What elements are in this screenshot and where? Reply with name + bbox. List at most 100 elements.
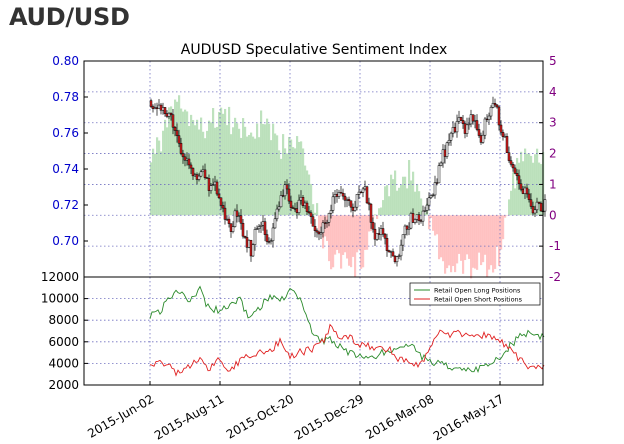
price-candle xyxy=(251,244,255,257)
price-candle xyxy=(157,104,161,109)
price-candle xyxy=(283,184,287,197)
price-candle xyxy=(357,191,361,195)
price-candle xyxy=(375,233,379,240)
price-candle xyxy=(531,206,535,214)
price-candle xyxy=(349,200,353,208)
sentiment-bar xyxy=(454,215,457,273)
price-candle xyxy=(241,222,245,237)
price-candle xyxy=(193,174,197,177)
left-axis-tick-label: 0.76 xyxy=(52,126,79,140)
price-candle xyxy=(355,194,359,208)
sentiment-bar xyxy=(436,215,439,235)
price-candle xyxy=(329,210,333,214)
price-candle xyxy=(345,199,349,201)
price-candle xyxy=(453,127,457,133)
price-candle xyxy=(361,188,365,193)
sentiment-bar xyxy=(270,140,273,216)
sentiment-bar xyxy=(470,215,473,279)
sentiment-bar xyxy=(252,136,255,216)
price-candle xyxy=(401,234,405,246)
right-axis-tick-label: 1 xyxy=(549,177,557,191)
sentiment-bar xyxy=(348,215,351,266)
sentiment-bar xyxy=(320,215,323,228)
price-candle xyxy=(165,113,169,117)
sentiment-bar xyxy=(254,138,257,216)
left-axis-tick-label: 0.78 xyxy=(52,90,79,104)
price-candle xyxy=(187,158,191,166)
sentiment-bar xyxy=(496,215,499,247)
sentiment-bar xyxy=(208,120,211,216)
bottom-axis-tick-label: 2000 xyxy=(48,378,79,392)
price-candle xyxy=(315,230,319,233)
price-candle xyxy=(413,219,417,223)
bottom-axis-tick-label: 10000 xyxy=(41,292,79,306)
price-candle xyxy=(223,207,227,220)
price-candle xyxy=(201,169,205,173)
price-candle xyxy=(203,169,207,178)
price-candle xyxy=(489,107,493,117)
price-candle xyxy=(191,167,195,177)
sentiment-bar xyxy=(388,196,391,216)
sentiment-bar xyxy=(278,150,281,216)
price-candle xyxy=(459,117,463,121)
sentiment-bar xyxy=(290,139,293,216)
sentiment-bar xyxy=(330,215,333,270)
x-axis-tick-label: 2015-Oct-20 xyxy=(224,392,296,442)
sentiment-bar xyxy=(172,126,175,216)
sentiment-bar xyxy=(194,125,197,216)
sentiment-bar xyxy=(414,191,417,216)
price-candle xyxy=(369,203,373,223)
x-axis-tick-label: 2016-Mar-08 xyxy=(363,392,436,442)
sentiment-bar xyxy=(408,160,411,216)
sentiment-bar xyxy=(362,215,365,268)
sentiment-bar xyxy=(288,136,291,216)
price-candle xyxy=(289,200,293,208)
price-candle xyxy=(245,237,249,248)
price-candle xyxy=(171,114,175,128)
price-candle xyxy=(231,226,235,232)
sentiment-bar xyxy=(292,147,295,216)
sentiment-bar xyxy=(150,162,153,216)
sentiment-bar xyxy=(306,170,309,216)
price-candle xyxy=(163,107,167,114)
price-candle xyxy=(509,160,513,165)
sentiment-bar xyxy=(538,162,541,216)
sentiment-bar xyxy=(396,190,399,216)
price-candle xyxy=(463,123,467,134)
sentiment-bar xyxy=(268,123,271,216)
price-candle xyxy=(317,231,321,235)
price-candle xyxy=(189,164,193,169)
price-candle xyxy=(217,193,221,198)
sentiment-bar xyxy=(410,180,413,216)
sentiment-bar xyxy=(386,185,389,216)
sentiment-bar xyxy=(316,203,319,216)
sentiment-bar xyxy=(534,154,537,216)
price-candle xyxy=(225,218,229,221)
price-candle xyxy=(451,127,455,134)
sentiment-bar xyxy=(238,128,241,216)
sentiment-bar xyxy=(236,123,239,216)
price-candle xyxy=(479,135,483,143)
chart-title: AUDUSD Speculative Sentiment Index xyxy=(181,42,447,58)
sentiment-bar xyxy=(242,118,245,216)
price-candle xyxy=(411,213,415,223)
price-candle xyxy=(393,255,397,263)
sentiment-bar xyxy=(358,215,361,250)
sentiment-bar xyxy=(516,157,519,216)
sentiment-bar xyxy=(262,124,265,216)
price-candle xyxy=(443,149,447,157)
price-candle xyxy=(285,184,289,190)
sentiment-bar xyxy=(374,214,377,216)
sentiment-bar xyxy=(338,215,341,254)
price-candle xyxy=(209,185,213,191)
sentiment-bar xyxy=(328,215,331,262)
sentiment-bar xyxy=(282,134,285,216)
sentiment-bar xyxy=(352,215,355,257)
sentiment-bar xyxy=(248,134,251,216)
price-candle xyxy=(337,192,341,197)
sentiment-bar xyxy=(180,108,183,216)
price-candle xyxy=(485,118,489,121)
sentiment-bar xyxy=(474,215,477,269)
price-candle xyxy=(311,216,315,227)
x-axis-tick-label: 2015-Jun-02 xyxy=(85,392,156,441)
